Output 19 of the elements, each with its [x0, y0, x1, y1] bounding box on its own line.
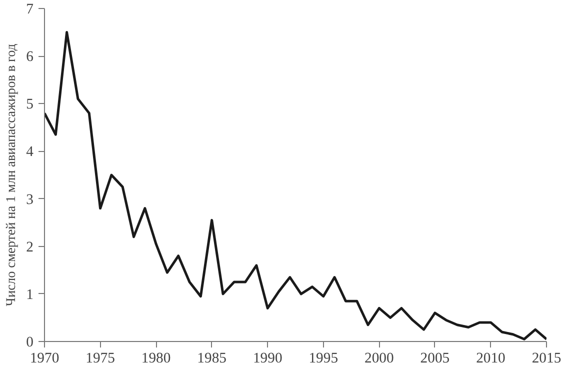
x-tick-label: 1975: [86, 350, 115, 365]
y-tick-label: 7: [26, 2, 34, 18]
x-tick-label: 2010: [476, 350, 506, 365]
y-tick-label: 1: [26, 286, 34, 303]
y-tick-label: 0: [26, 334, 34, 350]
x-tick-label: 1995: [308, 350, 338, 365]
y-tick-label: 5: [26, 96, 34, 113]
x-tick-label: 2000: [364, 350, 394, 365]
y-tick-label: 4: [26, 144, 34, 160]
x-tick-label: 1985: [197, 350, 226, 365]
x-tick-label: 1970: [30, 350, 60, 365]
y-axis-title: Число смертей на 1 млн авиапассажиров в год: [3, 44, 18, 306]
y-tick-label: 6: [26, 49, 34, 66]
y-tick-label: 2: [26, 239, 34, 256]
y-tick-label: 3: [26, 192, 34, 208]
x-tick-label: 2005: [420, 350, 450, 365]
x-tick-label: 1980: [141, 350, 171, 365]
x-tick-label: 1990: [252, 350, 282, 365]
x-tick-label: 2015: [532, 350, 562, 365]
